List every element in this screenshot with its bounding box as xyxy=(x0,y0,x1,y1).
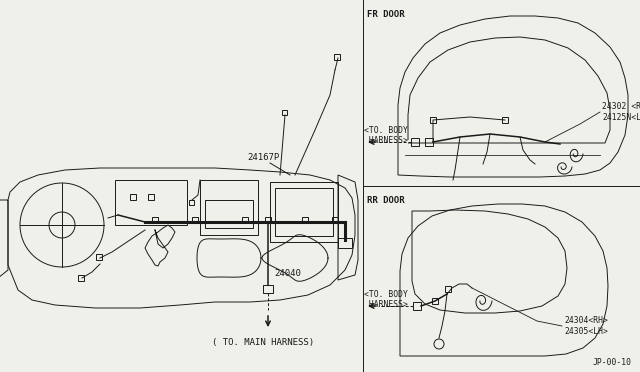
Bar xyxy=(332,217,338,223)
Text: 24040: 24040 xyxy=(274,269,301,278)
Text: 24302 <RH>
24125N<LH>: 24302 <RH> 24125N<LH> xyxy=(602,102,640,122)
Text: 24167P: 24167P xyxy=(247,153,279,162)
Bar xyxy=(200,180,258,235)
Bar xyxy=(411,138,419,146)
Bar xyxy=(275,188,333,236)
Bar xyxy=(130,194,136,200)
Text: 24304<RH>
24305<LH>: 24304<RH> 24305<LH> xyxy=(564,316,608,336)
Bar xyxy=(502,117,508,123)
Bar xyxy=(413,302,421,310)
Text: <TO. BODY
 HARNESS>: <TO. BODY HARNESS> xyxy=(364,290,408,310)
Bar xyxy=(242,217,248,223)
Text: JP-00-10: JP-00-10 xyxy=(593,358,632,367)
Bar xyxy=(265,217,271,223)
Bar xyxy=(334,54,340,60)
Bar xyxy=(445,286,451,292)
Bar xyxy=(152,217,158,223)
Bar xyxy=(192,217,198,223)
Bar xyxy=(148,194,154,200)
Bar xyxy=(115,180,187,225)
Bar xyxy=(282,110,287,115)
Bar xyxy=(425,138,433,146)
Bar xyxy=(263,285,273,293)
Bar xyxy=(270,182,338,242)
Bar xyxy=(338,238,352,248)
Bar xyxy=(205,200,253,228)
Text: <TO. BODY
 HARNESS>: <TO. BODY HARNESS> xyxy=(364,126,408,145)
Bar xyxy=(430,117,436,123)
Bar xyxy=(78,275,84,281)
Bar xyxy=(189,200,194,205)
Text: ( TO. MAIN HARNESS): ( TO. MAIN HARNESS) xyxy=(212,338,314,347)
Text: FR DOOR: FR DOOR xyxy=(367,10,404,19)
Text: RR DOOR: RR DOOR xyxy=(367,196,404,205)
Bar xyxy=(302,217,308,223)
Bar xyxy=(96,254,102,260)
Bar xyxy=(432,298,438,304)
